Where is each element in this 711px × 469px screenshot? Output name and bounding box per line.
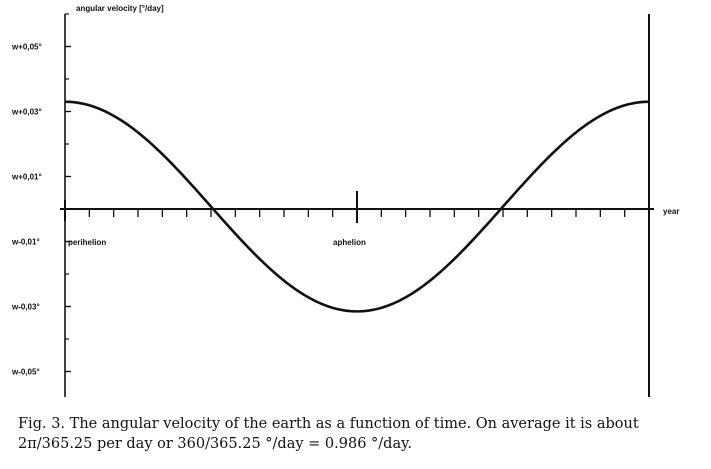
aphelion-label: aphelion (333, 238, 366, 247)
ticks (64, 13, 650, 373)
x-axis-label: year (663, 207, 679, 216)
y-tick-label: w+0,05° (11, 43, 42, 52)
figure-caption: Fig. 3. The angular velocity of the eart… (18, 414, 698, 454)
caption-line-2: 2π/365.25 per day or 360/365.25 °/day = … (18, 436, 412, 452)
y-tick-label: w-0,03° (11, 303, 40, 312)
y-tick-label: w-0,05° (11, 368, 40, 377)
y-tick-label: w+0,03° (11, 108, 42, 117)
angular-velocity-curve (64, 100, 650, 313)
y-tick-label: w-0,01° (11, 238, 40, 247)
labels: angular velocity [°/day] year w+0,05° w+0,0… (11, 4, 679, 377)
y-tick-label: w+0,01° (11, 173, 42, 182)
perihelion-label: perihelion (68, 238, 106, 247)
y-axis-label: angular velocity [°/day] (76, 4, 164, 13)
caption-line-1: Fig. 3. The angular velocity of the eart… (18, 416, 639, 432)
angular-velocity-chart: angular velocity [°/day] year w+0,05° w+0,0… (11, 4, 679, 397)
